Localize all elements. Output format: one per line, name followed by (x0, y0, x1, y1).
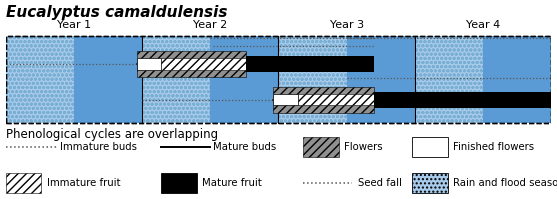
Bar (6, 36, 551, 123)
Text: Finished flowers: Finished flowers (453, 142, 534, 152)
Text: Eucalyptus camaldulensis: Eucalyptus camaldulensis (6, 5, 227, 20)
Bar (6, 36, 74, 123)
Text: Rain and flood season: Rain and flood season (453, 178, 557, 188)
Text: Year 1: Year 1 (57, 20, 91, 30)
Bar (161, 58, 360, 69)
Text: Year 4: Year 4 (466, 20, 500, 30)
Bar (161, 173, 197, 193)
Text: Mature fruit: Mature fruit (202, 178, 262, 188)
Bar (273, 87, 374, 113)
Text: Immature buds: Immature buds (60, 142, 137, 152)
Bar (374, 92, 551, 108)
Bar (297, 94, 551, 105)
Bar (273, 94, 297, 105)
Text: Year 2: Year 2 (193, 20, 227, 30)
Bar (136, 58, 161, 69)
Bar (278, 36, 346, 123)
Bar (303, 137, 339, 157)
Text: Phenological cycles are overlapping: Phenological cycles are overlapping (6, 128, 218, 140)
Bar (278, 36, 346, 123)
Text: Year 3: Year 3 (330, 20, 364, 30)
Bar (6, 173, 41, 193)
Bar (412, 173, 448, 193)
Text: Flowers: Flowers (344, 142, 383, 152)
Bar (412, 137, 448, 157)
Bar (142, 36, 210, 123)
Text: Mature buds: Mature buds (213, 142, 276, 152)
Bar (6, 36, 74, 123)
Bar (415, 36, 483, 123)
Bar (142, 36, 210, 123)
Bar (136, 51, 246, 77)
Bar (246, 56, 374, 72)
Bar (6, 36, 551, 123)
Bar (415, 36, 483, 123)
Bar (6, 36, 551, 123)
Text: Immature fruit: Immature fruit (46, 178, 120, 188)
Text: Seed fall: Seed fall (358, 178, 402, 188)
